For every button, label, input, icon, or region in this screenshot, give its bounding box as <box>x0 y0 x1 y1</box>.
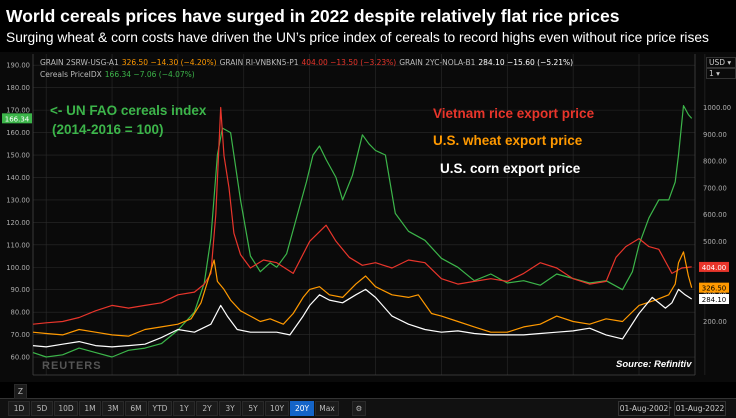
range-button-20y[interactable]: 20Y <box>290 401 314 416</box>
x-tick-label: 2019 <box>564 381 582 382</box>
chevron-down-icon: ▾ <box>716 69 720 78</box>
chart-subtitle: Surging wheat & corn costs have driven t… <box>6 30 709 45</box>
source-note: Source: Refinitiv <box>616 359 692 370</box>
chart-title: World cereals prices have surged in 2022… <box>6 6 620 26</box>
last-value-label: 404.00 <box>702 264 727 272</box>
right-tick-label: 200.00 <box>703 318 727 326</box>
range-button-1d[interactable]: 1D <box>8 401 30 416</box>
multiplier-select[interactable]: 1 ▾ <box>706 68 736 79</box>
range-button-ytd[interactable]: YTD <box>148 401 172 416</box>
legend-series-value: 404.00 −13.50 (−3.23%) <box>301 58 397 67</box>
legend-series-value: 166.34 −7.06 (−4.07%) <box>104 70 195 79</box>
settings-icon[interactable]: ⚙ <box>352 401 366 416</box>
range-button-max[interactable]: Max <box>315 401 339 416</box>
date-from[interactable]: 01-Aug-2002 <box>618 401 670 416</box>
left-axis: 60.00 70.00 80.00 90.00 100.00 110.00 120.00 13… <box>6 62 30 362</box>
annotation-fao-1: <- UN FAO cereals index <box>50 103 207 118</box>
range-button-5y[interactable]: 5Y <box>242 401 264 416</box>
range-button-2y[interactable]: 2Y <box>196 401 218 416</box>
left-tick-label: 90.00 <box>11 286 30 294</box>
last-value-label: 326.50 <box>702 285 727 293</box>
x-tick-label: 2003 <box>37 381 55 382</box>
date-separator: - <box>669 403 672 412</box>
multiplier-value: 1 <box>709 69 714 78</box>
left-tick-label: 70.00 <box>11 331 30 339</box>
x-axis: 2003 2005 2007 2009 2011 2013 2015 2017 2019 2021… <box>37 381 714 389</box>
left-tick-label: 170.00 <box>6 107 30 115</box>
right-tick-label: 500.00 <box>703 238 727 246</box>
left-tick-label: 130.00 <box>6 196 30 204</box>
annotation-rice: Vietnam rice export price <box>433 106 595 121</box>
x-tick-label: 2023 <box>696 381 714 382</box>
last-value-tag <box>699 282 729 293</box>
x-tick-label: 2007 <box>169 381 187 382</box>
range-button-10y[interactable]: 10Y <box>265 401 289 416</box>
right-axis: 200.00300.00400.00500.00600.00700.00800.… <box>703 104 731 326</box>
header: World cereals prices have surged in 2022… <box>0 0 736 52</box>
left-tick-label: 120.00 <box>6 219 30 227</box>
chevron-down-icon: ▾ <box>727 58 732 67</box>
chart-area[interactable]: 60.00 70.00 80.00 90.00 100.00 110.00 120.00 13… <box>0 52 736 389</box>
range-button-6m[interactable]: 6M <box>125 401 147 416</box>
right-tick-label: 1000.00 <box>703 104 731 112</box>
left-tick-label: 180.00 <box>6 84 30 92</box>
range-button-10d[interactable]: 10D <box>54 401 78 416</box>
x-tick-label: 2009 <box>235 381 253 382</box>
series-u-s-corn-export-price <box>32 288 693 348</box>
left-tick-label: 100.00 <box>6 264 30 272</box>
right-tick-label: 700.00 <box>703 184 727 192</box>
legend-series-value: 326.50 −14.30 (−4.20%) <box>121 58 217 67</box>
series-cereals-priceidx <box>32 105 693 358</box>
x-tick-label: 2011 <box>301 381 319 382</box>
left-tick-label: 60.00 <box>11 354 30 362</box>
right-tick-label: 600.00 <box>703 211 727 219</box>
legend-series-name[interactable]: GRAIN 2SRW-USG-A1 <box>40 58 119 67</box>
x-tick-label: 2021 <box>630 381 648 382</box>
legend-series-value: 284.10 −15.60 (−5.21%) <box>478 58 574 67</box>
last-value-tags: 166.34 404.00 326.50 284.10 <box>2 113 729 305</box>
left-tick-label: 190.00 <box>6 62 30 70</box>
currency-select[interactable]: USD ▾ <box>706 57 736 68</box>
left-tick-label: 150.00 <box>6 152 30 160</box>
legend-series-name[interactable]: GRAIN RI-VNBKN5-P1 <box>219 58 299 67</box>
last-value-tag <box>2 113 32 124</box>
range-button-3y[interactable]: 3Y <box>219 401 241 416</box>
left-tick-label: 110.00 <box>6 241 30 249</box>
last-value-label: 166.34 <box>5 115 30 123</box>
x-tick-label: 2017 <box>498 381 516 382</box>
scale-toggle[interactable]: Z <box>14 384 27 399</box>
range-button-5d[interactable]: 5D <box>31 401 53 416</box>
left-tick-label: 140.00 <box>6 174 30 182</box>
right-tick-label: 900.00 <box>703 131 727 139</box>
series-u-s-wheat-export-price <box>32 251 693 337</box>
legend-series-name[interactable]: Cereals PriceIDX <box>40 70 102 79</box>
range-button-3m[interactable]: 3M <box>102 401 124 416</box>
currency-value: USD <box>709 58 726 67</box>
reuters-watermark: REUTERS <box>42 360 102 372</box>
last-value-label: 284.10 <box>702 296 727 304</box>
x-tick-label: 2005 <box>103 381 121 382</box>
left-tick-label: 160.00 <box>6 129 30 137</box>
last-value-tag <box>699 261 729 272</box>
legend-row-1: GRAIN 2SRW-USG-A1 326.50 −14.30 (−4.20%) G… <box>40 58 576 67</box>
range-button-1m[interactable]: 1M <box>79 401 101 416</box>
range-button-1y[interactable]: 1Y <box>173 401 195 416</box>
series-vietnam-rice-export-price <box>32 106 692 325</box>
right-tick-label: 800.00 <box>703 158 727 166</box>
annotation-wheat: U.S. wheat export price <box>433 133 583 148</box>
last-value-tag <box>699 294 729 305</box>
annotation-fao-2: (2014-2016 = 100) <box>52 122 164 137</box>
annotation-corn: U.S. corn export price <box>440 161 581 176</box>
price-chart[interactable]: 60.0070.0080.0090.00100.00110.00120.0013… <box>0 52 736 389</box>
legend-row-2: Cereals PriceIDX 166.34 −7.06 (−4.07%) <box>40 70 198 79</box>
x-tick-label: 2015 <box>432 381 450 382</box>
left-tick-label: 80.00 <box>11 309 30 317</box>
x-tick-label: 2013 <box>367 381 385 382</box>
date-to[interactable]: 01-Aug-2022 <box>674 401 726 416</box>
series-lines <box>32 105 693 358</box>
legend-series-name[interactable]: GRAIN 2YC-NOLA-B1 <box>399 58 476 67</box>
